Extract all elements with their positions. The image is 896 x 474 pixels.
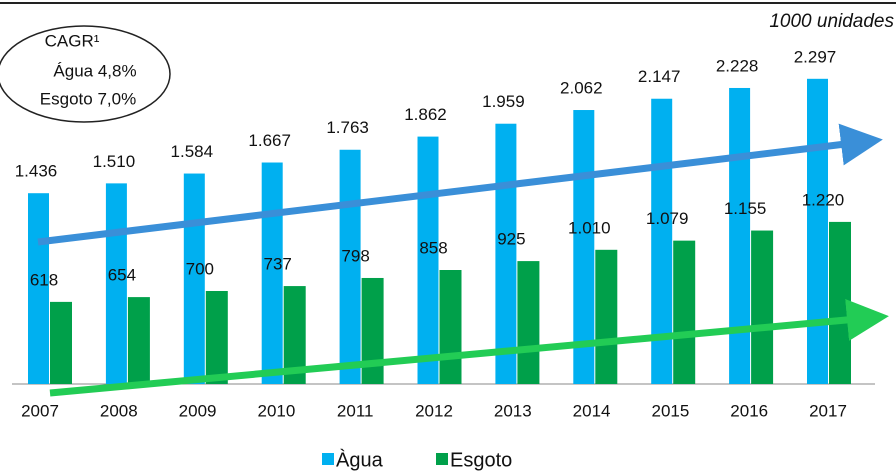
- legend-label: Àgua: [336, 448, 384, 471]
- bar: [751, 230, 774, 384]
- value-label: 1.763: [326, 118, 369, 137]
- value-label: 1.079: [646, 209, 689, 228]
- value-label: 2.147: [638, 67, 681, 86]
- value-label: 1.010: [568, 218, 611, 237]
- bar: [283, 286, 306, 384]
- x-tick-label: 2011: [337, 401, 374, 420]
- x-tick-label: 2017: [809, 401, 847, 420]
- x-tick-label: 2016: [730, 401, 768, 420]
- bar: [417, 136, 439, 384]
- value-label: 1.155: [724, 199, 767, 218]
- value-label: 1.667: [248, 131, 291, 150]
- annotation: Água 4,8%: [53, 61, 136, 80]
- trend-arrow: [37, 123, 883, 246]
- value-label: 2.062: [560, 79, 603, 98]
- bar: [595, 249, 618, 384]
- x-tick-label: 2013: [494, 401, 532, 420]
- bar: [339, 149, 361, 384]
- bar: [205, 290, 228, 384]
- bar: [127, 297, 150, 384]
- x-tick-label: 2014: [573, 401, 611, 420]
- value-label: 2.228: [716, 56, 759, 75]
- bar: [50, 301, 72, 384]
- legend-swatch: [436, 453, 448, 465]
- value-label: 1.220: [802, 190, 845, 209]
- bar: [807, 78, 828, 384]
- annotation: Esgoto 7,0%: [40, 89, 136, 108]
- bar: [261, 162, 283, 384]
- x-tick-label: 2009: [179, 401, 217, 420]
- bar: [829, 221, 851, 384]
- x-tick-label: 2012: [415, 401, 453, 420]
- value-label: 700: [186, 259, 214, 278]
- bar: [183, 173, 205, 384]
- value-label: 737: [264, 255, 292, 274]
- value-label: 654: [108, 266, 136, 285]
- x-tick-label: 2010: [257, 401, 295, 420]
- value-label: 1.510: [93, 152, 136, 171]
- value-label: 925: [497, 230, 525, 249]
- x-tick-label: 2015: [651, 401, 689, 420]
- bar: [729, 87, 751, 384]
- cagr-ellipse: [0, 25, 171, 123]
- bar: [517, 261, 540, 384]
- value-label: 1.584: [171, 142, 214, 161]
- bar: [673, 240, 696, 384]
- bar: [361, 277, 384, 384]
- value-label: 618: [30, 270, 58, 289]
- bar: [651, 98, 673, 385]
- bar: [439, 270, 462, 384]
- legend-swatch: [322, 453, 334, 465]
- value-label: 1.959: [482, 92, 525, 111]
- bar: [495, 123, 517, 384]
- value-label: 1.436: [15, 162, 58, 181]
- x-tick-label: 2008: [100, 401, 138, 420]
- value-label: 2.297: [794, 47, 837, 66]
- trend-arrow: [49, 299, 889, 397]
- x-tick-label: 2007: [21, 401, 59, 420]
- value-label: 798: [341, 246, 369, 265]
- value-label: 858: [419, 238, 447, 257]
- value-label: 1.862: [404, 105, 447, 124]
- legend-label: Esgoto: [450, 449, 512, 471]
- annotation: CAGR¹: [45, 31, 100, 50]
- annotation: 1000 unidades: [769, 11, 894, 32]
